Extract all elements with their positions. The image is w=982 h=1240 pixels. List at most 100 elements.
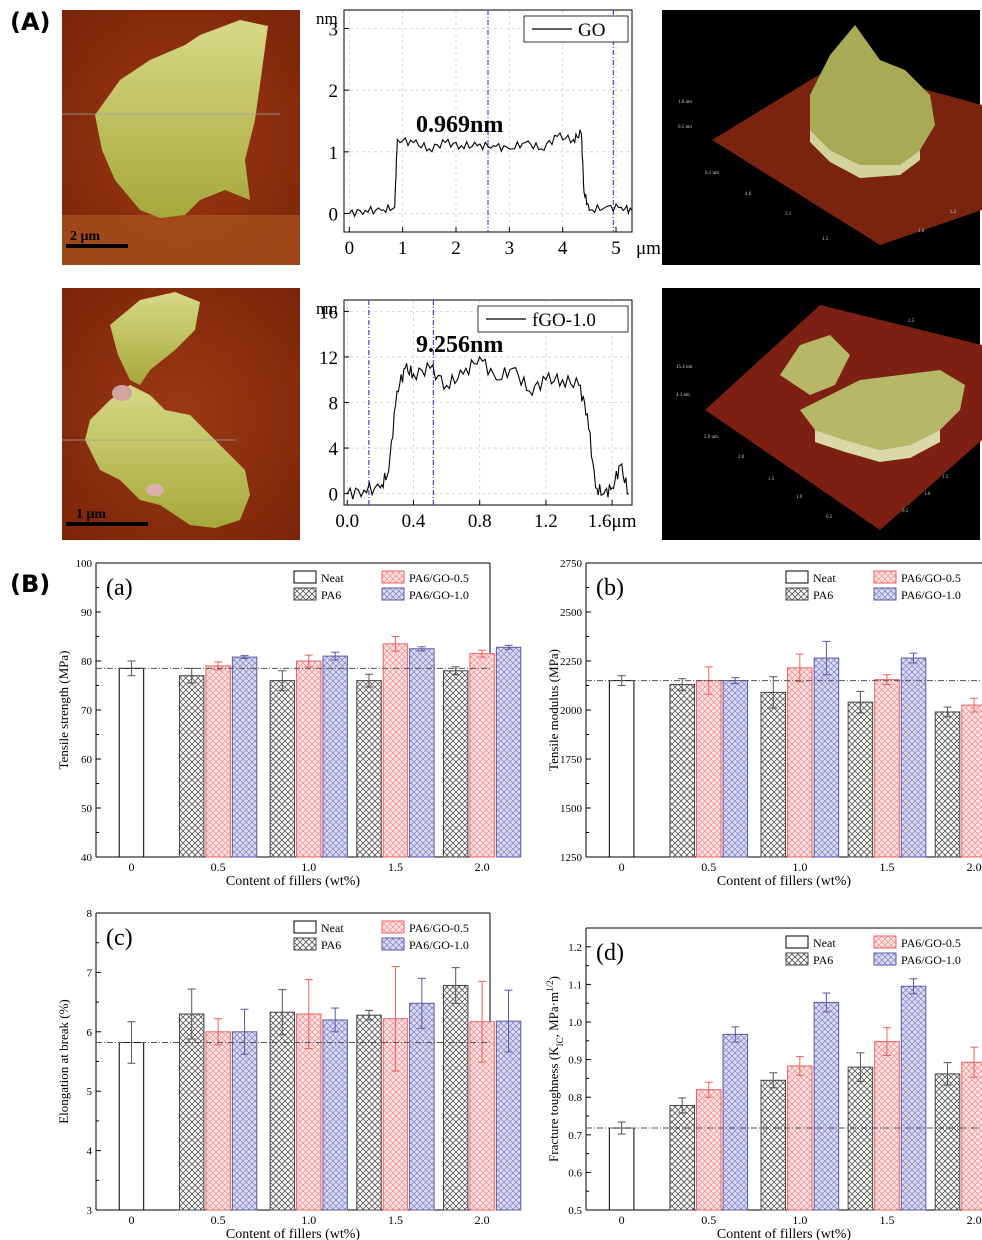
bar-chart-a: 40 50 60 70 80 90 100 0 0.5 1.0 1.5 2.0 Content of f… <box>56 558 522 889</box>
x-tick-label: 1.0 <box>301 1213 316 1227</box>
legend-swatch <box>873 587 897 601</box>
bar <box>442 670 469 858</box>
legend-label: PA6 <box>321 938 341 952</box>
afm-3d-label: 1.6 <box>918 229 925 234</box>
bar <box>269 680 296 858</box>
x-axis-label: Content of fillers (wt%) <box>717 874 851 889</box>
afm-3d-label: 4.6 <box>745 192 752 197</box>
x-tick-label: 1.5 <box>879 1213 894 1227</box>
afm-3d-label: 1.5 <box>768 477 775 482</box>
x-tick-label: 2 <box>451 238 461 259</box>
y-tick-label: 12 <box>319 348 338 369</box>
bar <box>934 1073 961 1211</box>
afm-3d-label: 1.8 nm <box>678 100 692 105</box>
y-tick-label: 3 <box>87 1205 93 1217</box>
afm-image-go: 2 μm <box>62 10 300 265</box>
y-tick-label: 0.6 <box>568 1167 582 1179</box>
afm-3d-flake-edge <box>810 130 920 178</box>
bar <box>608 680 635 858</box>
height-annotation: 9.256nm <box>416 332 503 358</box>
scale-bar <box>66 522 148 526</box>
bar <box>356 1014 382 1211</box>
x-tick-label: 5 <box>611 238 621 259</box>
x-tick-label: 2.0 <box>967 1213 982 1227</box>
y-tick-label: 1750 <box>560 754 583 766</box>
legend-swatch <box>873 935 897 949</box>
bar <box>322 655 348 858</box>
x-tick-label: 0 <box>345 238 355 259</box>
x-tick-label: 0 <box>128 860 134 874</box>
scale-bar <box>66 244 128 248</box>
legend-swatch <box>785 935 809 949</box>
panel-label-B: (B) <box>10 570 51 598</box>
fgo-flake-upper <box>110 292 200 385</box>
legend-swatch <box>381 920 405 934</box>
height-annotation: 0.969nm <box>416 112 503 138</box>
bar <box>205 665 231 858</box>
bar <box>296 660 322 858</box>
fgo-flake-highlight <box>112 385 132 401</box>
bar <box>813 657 840 858</box>
y-tick-label: 0 <box>329 205 339 226</box>
bar-chart-b: 1250 1500 1750 2000 2250 2500 2750 0 0.5 1.0 1.5 2.… <box>546 558 982 889</box>
y-tick-label: 7 <box>87 967 93 979</box>
y-tick-label: 40 <box>81 852 93 864</box>
bar <box>409 648 435 858</box>
bar <box>469 653 495 858</box>
y-tick-label: 16 <box>319 302 338 323</box>
legend-label: PA6 <box>813 953 833 967</box>
y-tick-label: 8 <box>87 908 93 920</box>
x-axis-label: Content of fillers (wt%) <box>717 1227 851 1240</box>
afm-3d-label: 1.0 <box>924 492 931 497</box>
x-tick-label: 0.4 <box>402 511 426 532</box>
legend-swatch <box>381 587 405 601</box>
bar <box>231 656 258 858</box>
afm-3d-label: 2.5 <box>908 319 915 324</box>
bar <box>787 667 813 858</box>
y-tick-label: 100 <box>76 558 93 570</box>
bar <box>495 1020 522 1211</box>
y-tick-label: 1250 <box>560 852 583 864</box>
legend-label: PA6/GO-0.5 <box>901 936 961 950</box>
bar <box>934 711 961 858</box>
bar <box>495 646 522 858</box>
afm-3d-label: 2.6 um <box>704 435 718 440</box>
legend-swatch <box>293 920 317 934</box>
x-tick-label: 1.5 <box>388 860 403 874</box>
x-tick-label: 4 <box>558 238 568 259</box>
x-tick-label: 3 <box>505 238 515 259</box>
x-tick-label: 0.0 <box>335 511 359 532</box>
x-tick-label: 0 <box>619 860 625 874</box>
x-tick-label: 2.0 <box>967 860 982 874</box>
bar-chart-c: 3 4 5 6 7 8 0 0.5 1.0 1.5 2.0 Content of fillers (w… <box>56 908 522 1240</box>
fgo-flake-lower <box>85 385 250 528</box>
x-tick-label: 0.5 <box>701 1213 716 1227</box>
bar-chart-d: 0.5 0.6 0.7 0.8 0.9 1.0 1.1 1.2 0 0.5 1.0 1.5 2.0 Con… <box>545 927 982 1240</box>
legend-label: PA6/GO-1.0 <box>409 938 469 952</box>
y-unit-label: nm <box>316 9 338 28</box>
x-tick-label: 1.5 <box>388 1213 403 1227</box>
x-tick-label: 0.8 <box>468 511 492 532</box>
bar <box>695 1089 722 1211</box>
y-tick-label: 4 <box>329 439 339 460</box>
y-axis-label-part: ) <box>546 976 561 980</box>
bar <box>669 1104 695 1211</box>
bar <box>787 1065 813 1211</box>
y-tick-label: 5 <box>87 1086 93 1098</box>
bar <box>847 701 874 858</box>
y-tick-label: 0.9 <box>568 1055 582 1067</box>
x-tick-label: 1.5 <box>879 860 894 874</box>
bar <box>178 675 205 858</box>
legend-label: PA6 <box>321 588 341 602</box>
y-tick-label: 1.0 <box>568 1017 582 1029</box>
y-axis-label: Elongation at break (%) <box>56 999 71 1124</box>
legend-label: PA6/GO-1.0 <box>901 588 961 602</box>
x-tick-label: 1.6μm <box>588 511 637 532</box>
bar <box>442 984 469 1211</box>
afm-3d-label: 2.0 <box>738 455 745 460</box>
bar <box>722 1033 749 1211</box>
